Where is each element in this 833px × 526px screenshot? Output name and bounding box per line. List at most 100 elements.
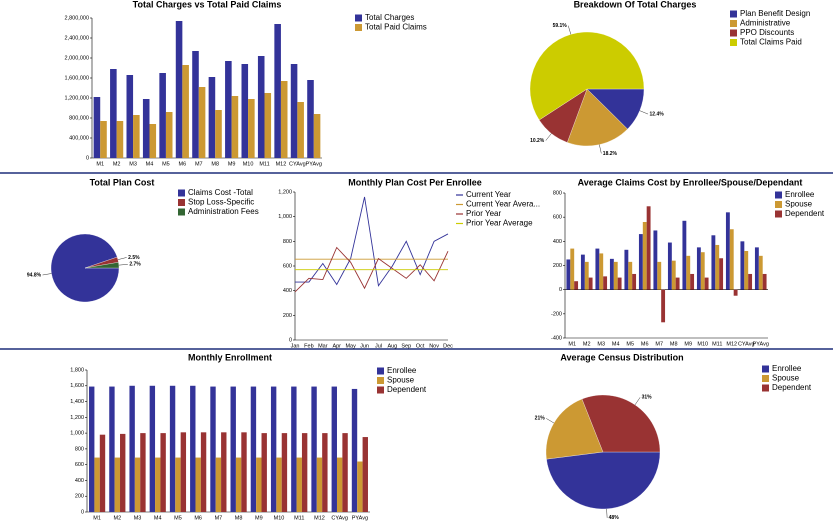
chart-title: Total Plan Cost bbox=[90, 177, 155, 187]
legend-swatch bbox=[355, 24, 362, 31]
bar bbox=[210, 386, 216, 512]
bar bbox=[134, 457, 141, 512]
bar bbox=[588, 277, 593, 290]
bar bbox=[638, 234, 643, 290]
y-tick-label: 600 bbox=[553, 215, 562, 221]
x-tick-label: M6 bbox=[194, 515, 202, 521]
bar bbox=[190, 385, 196, 512]
bar bbox=[296, 457, 302, 512]
bar bbox=[241, 432, 247, 512]
x-tick-label: Mar bbox=[318, 343, 328, 349]
y-tick-label: 0 bbox=[86, 155, 89, 161]
legend-label: Spouse bbox=[387, 376, 415, 385]
pie-leader bbox=[118, 264, 128, 266]
bar bbox=[261, 433, 267, 512]
legend-label: Prior Year bbox=[466, 209, 501, 218]
pie-leader bbox=[117, 257, 127, 260]
legend-swatch bbox=[178, 189, 185, 197]
pie-label: 48% bbox=[609, 515, 620, 521]
pie-label: 2.7% bbox=[129, 262, 141, 268]
bar bbox=[762, 273, 767, 290]
legend-label: Stop Loss-Specific bbox=[188, 198, 254, 207]
x-tick-label: M3 bbox=[597, 341, 605, 347]
legend-swatch bbox=[730, 29, 737, 37]
x-tick-label: M5 bbox=[162, 161, 170, 167]
bar bbox=[297, 102, 304, 158]
legend-label: Enrollee bbox=[785, 190, 815, 199]
bar bbox=[281, 433, 288, 512]
y-tick-label: 1,600 bbox=[70, 383, 84, 389]
legend-label: Total Paid Claims bbox=[365, 23, 427, 32]
line-series bbox=[294, 246, 449, 293]
pie-label: 21% bbox=[535, 416, 546, 422]
bar bbox=[301, 433, 308, 512]
pie-leader bbox=[639, 110, 649, 115]
bar bbox=[99, 434, 106, 512]
x-tick-label: M2 bbox=[113, 161, 121, 167]
x-tick-label: M6 bbox=[179, 161, 187, 167]
bar bbox=[336, 457, 343, 512]
y-tick-label: 400,000 bbox=[69, 135, 89, 141]
legend-swatch bbox=[775, 191, 782, 199]
y-tick-label: 800,000 bbox=[69, 115, 89, 121]
bar bbox=[599, 253, 604, 290]
x-tick-label: Jun bbox=[360, 343, 369, 349]
bar bbox=[711, 235, 716, 290]
x-tick-label: M8 bbox=[211, 161, 219, 167]
bar bbox=[686, 255, 691, 290]
bar bbox=[100, 121, 107, 158]
bar bbox=[257, 56, 265, 158]
bar bbox=[307, 80, 314, 158]
legend-label: Dependent bbox=[772, 383, 812, 392]
x-tick-label: M5 bbox=[626, 341, 634, 347]
x-tick-label: M2 bbox=[114, 515, 122, 521]
x-tick-label: PYAvg bbox=[753, 341, 769, 347]
x-tick-label: Jul bbox=[375, 343, 382, 349]
legend-swatch bbox=[775, 210, 782, 218]
y-tick-label: 200 bbox=[283, 313, 292, 319]
x-tick-label: M2 bbox=[583, 341, 591, 347]
bar bbox=[159, 73, 166, 158]
bar bbox=[116, 121, 124, 158]
y-tick-label: 2,400,000 bbox=[65, 35, 89, 41]
bar bbox=[221, 432, 227, 512]
bar bbox=[667, 242, 672, 290]
x-tick-label: M10 bbox=[697, 341, 708, 347]
x-tick-label: M3 bbox=[134, 515, 142, 521]
bar bbox=[725, 212, 730, 290]
x-tick-label: Feb bbox=[304, 343, 313, 349]
bar bbox=[215, 457, 222, 512]
bar bbox=[280, 81, 288, 158]
bar bbox=[613, 261, 618, 290]
legend-label: Spouse bbox=[785, 200, 813, 209]
line-series bbox=[295, 196, 449, 287]
bar bbox=[149, 124, 157, 158]
pie-leader bbox=[545, 133, 552, 141]
bar bbox=[729, 229, 734, 290]
bar bbox=[362, 437, 368, 512]
bar bbox=[733, 289, 738, 296]
bar bbox=[357, 461, 363, 512]
bar bbox=[704, 277, 709, 290]
chart-title: Total Charges vs Total Paid Claims bbox=[133, 0, 282, 9]
bar bbox=[175, 21, 183, 158]
x-tick-label: PYAvg bbox=[352, 515, 368, 521]
bar bbox=[241, 64, 249, 158]
x-tick-label: M12 bbox=[726, 341, 737, 347]
x-tick-label: M12 bbox=[276, 161, 287, 167]
legend-label: Administrative bbox=[740, 19, 791, 28]
pie-label: 31% bbox=[642, 395, 653, 401]
y-tick-label: 0 bbox=[559, 287, 562, 293]
y-tick-label: 400 bbox=[75, 478, 84, 484]
legend-label: Total Charges bbox=[365, 13, 414, 22]
bar bbox=[351, 388, 358, 512]
legend-label: Dependent bbox=[785, 209, 825, 218]
bar bbox=[89, 386, 95, 512]
bar bbox=[580, 254, 585, 290]
x-tick-label: M5 bbox=[174, 515, 182, 521]
bar bbox=[313, 114, 321, 158]
y-tick-label: 400 bbox=[553, 239, 562, 245]
x-tick-label: M10 bbox=[274, 515, 285, 521]
bar bbox=[584, 261, 589, 290]
legend-label: Current Year Avera... bbox=[466, 200, 540, 209]
